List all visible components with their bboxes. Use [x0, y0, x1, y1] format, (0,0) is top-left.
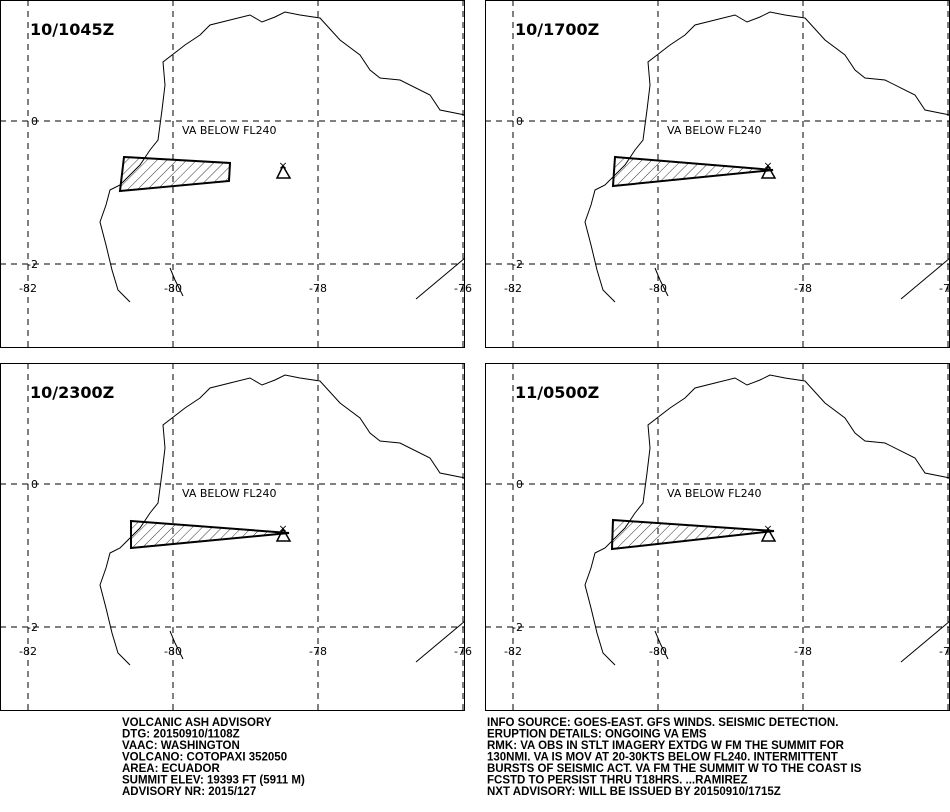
ash-area: [610, 518, 775, 551]
advisory-line: VOLCANIC ASH ADVISORY: [122, 717, 272, 729]
coastline: [99, 374, 466, 666]
panel-frame: [0, 0, 465, 348]
river: [654, 630, 669, 660]
volcano: [275, 527, 292, 542]
ash-area: [118, 155, 232, 193]
info-line: INFO SOURCE: GOES-EAST. GFS WINDS. SEISM…: [487, 717, 838, 729]
fl-label: VA BELOW FL240: [182, 124, 277, 137]
lon-label: -76: [939, 645, 950, 658]
border: [415, 620, 466, 663]
lon-label: -76: [454, 645, 472, 658]
volcano: [760, 527, 777, 542]
lat-label: 0: [516, 478, 523, 491]
lat-label: 0: [31, 115, 38, 128]
ash-area: [611, 155, 774, 188]
border: [415, 257, 466, 300]
lon-label: -82: [19, 645, 37, 658]
x-mark: ×: [763, 522, 772, 535]
x-mark: ×: [278, 159, 287, 172]
advisory-line: DTG: 20150910/1108Z: [122, 729, 240, 741]
lat-label: -2: [512, 258, 523, 271]
volcano: [760, 164, 777, 179]
coastline: [99, 11, 466, 303]
lat-label: -2: [512, 621, 523, 634]
lon-label: -76: [939, 282, 950, 295]
valid-time: 10/1700Z: [515, 20, 599, 39]
info-line: BURSTS OF SEISMIC ACT. VA FM THE SUMMIT …: [487, 763, 862, 775]
lon-label: -82: [504, 645, 522, 658]
lon-label: -82: [504, 282, 522, 295]
info-line: 130NMI. VA IS MOV AT 20-30KTS BELOW FL24…: [487, 752, 838, 764]
river: [169, 630, 184, 660]
coastline: [584, 11, 950, 303]
lon-label: -78: [309, 282, 327, 295]
advisory-line: AREA: ECUADOR: [122, 763, 220, 775]
lat-label: 0: [31, 478, 38, 491]
advisory-line: VOLCANO: COTOPAXI 352050: [122, 752, 287, 764]
info-line: ERUPTION DETAILS: ONGOING VA EMS: [487, 729, 707, 741]
lon-label: -82: [19, 282, 37, 295]
fl-label: VA BELOW FL240: [667, 124, 762, 137]
lat-label: 0: [516, 115, 523, 128]
info-line: FCSTD TO PERSIST THRU T18HRS. ...RAMIREZ: [487, 775, 747, 787]
lon-label: -78: [309, 645, 327, 658]
fl-label: VA BELOW FL240: [182, 487, 277, 500]
advisory-line: VAAC: WASHINGTON: [122, 740, 240, 752]
ash-area: [130, 519, 290, 550]
river: [654, 267, 669, 297]
border: [900, 620, 950, 663]
lon-label: -76: [454, 282, 472, 295]
lon-label: -78: [794, 282, 812, 295]
x-mark: ×: [278, 522, 287, 535]
valid-time: 10/2300Z: [30, 383, 114, 402]
advisory-line: ADVISORY NR: 2015/127: [122, 786, 256, 798]
lon-label: -78: [794, 645, 812, 658]
info-line: RMK: VA OBS IN STLT IMAGERY EXTDG W FM T…: [487, 740, 845, 752]
info-line: NXT ADVISORY: WILL BE ISSUED BY 20150910…: [487, 786, 781, 798]
valid-time: 11/0500Z: [515, 383, 599, 402]
lat-label: -2: [27, 258, 38, 271]
fl-label: VA BELOW FL240: [667, 487, 762, 500]
river: [169, 267, 184, 297]
border: [900, 257, 950, 300]
coastline: [584, 374, 950, 666]
lat-label: -2: [27, 621, 38, 634]
advisory-line: SUMMIT ELEV: 19393 FT (5911 M): [122, 775, 305, 787]
volcano: [275, 164, 292, 179]
valid-time: 10/1045Z: [30, 20, 114, 39]
x-mark: ×: [763, 159, 772, 172]
